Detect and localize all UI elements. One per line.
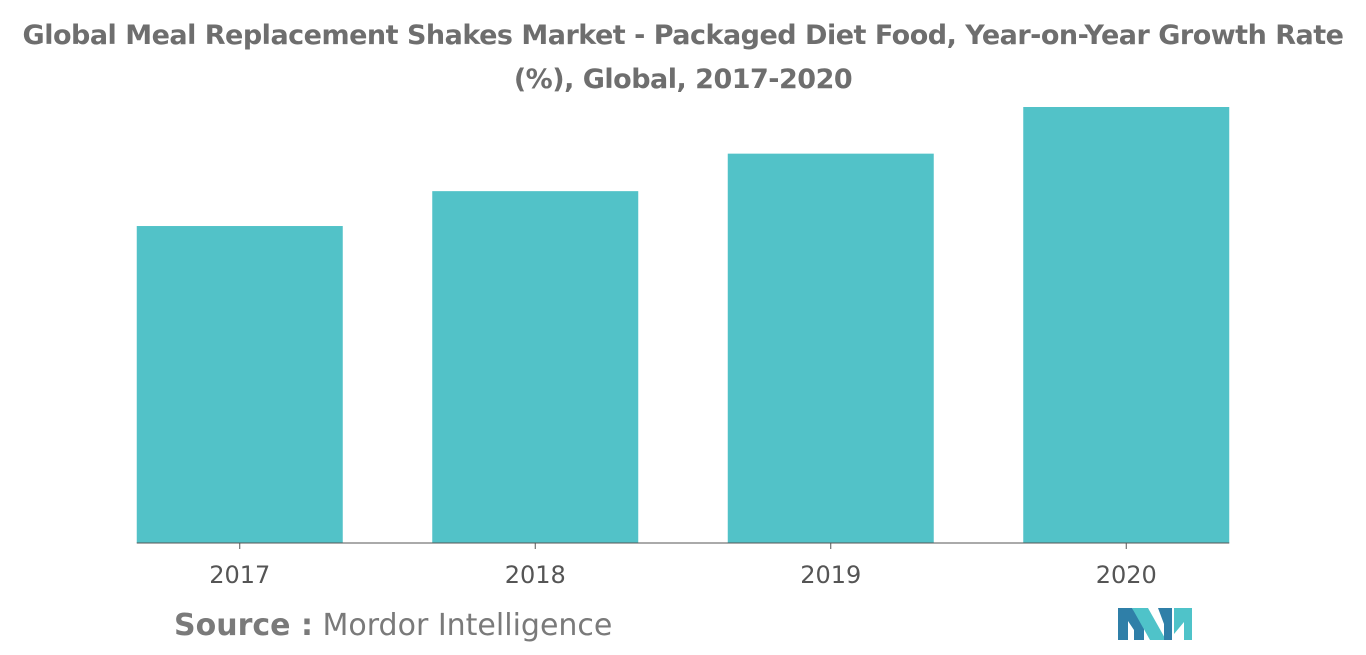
bar-2020: [1023, 107, 1230, 543]
logo-right-light-shape: [1174, 608, 1192, 640]
mordor-intelligence-logo-icon: [1118, 608, 1192, 640]
chart-title-line-2: (%), Global, 2017-2020: [513, 64, 853, 95]
bar-series: [136, 107, 1230, 544]
source-prefix: Source :: [174, 608, 313, 643]
bar-2018: [432, 191, 639, 543]
x-tick-label-2018: 2018: [505, 561, 566, 589]
source-name: Mordor Intelligence: [322, 608, 613, 643]
bar-2017: [136, 226, 343, 543]
x-tick-label-2019: 2019: [800, 561, 861, 589]
chart-title: Global Meal Replacement Shakes Market - …: [0, 14, 1366, 102]
chart-title-line-1: Global Meal Replacement Shakes Market - …: [22, 20, 1344, 51]
source-note: Source : Mordor Intelligence: [174, 606, 612, 646]
x-axis: 2017 2018 2019 2020: [136, 542, 1230, 589]
logo-right-dark-shape: [1158, 608, 1172, 640]
logo-middle-light-shape: [1132, 608, 1166, 640]
x-tick-label-2020: 2020: [1096, 561, 1157, 589]
x-tick-label-2017: 2017: [209, 561, 270, 589]
bar-2019: [727, 153, 934, 544]
logo-left-dark-shape: [1118, 608, 1144, 640]
